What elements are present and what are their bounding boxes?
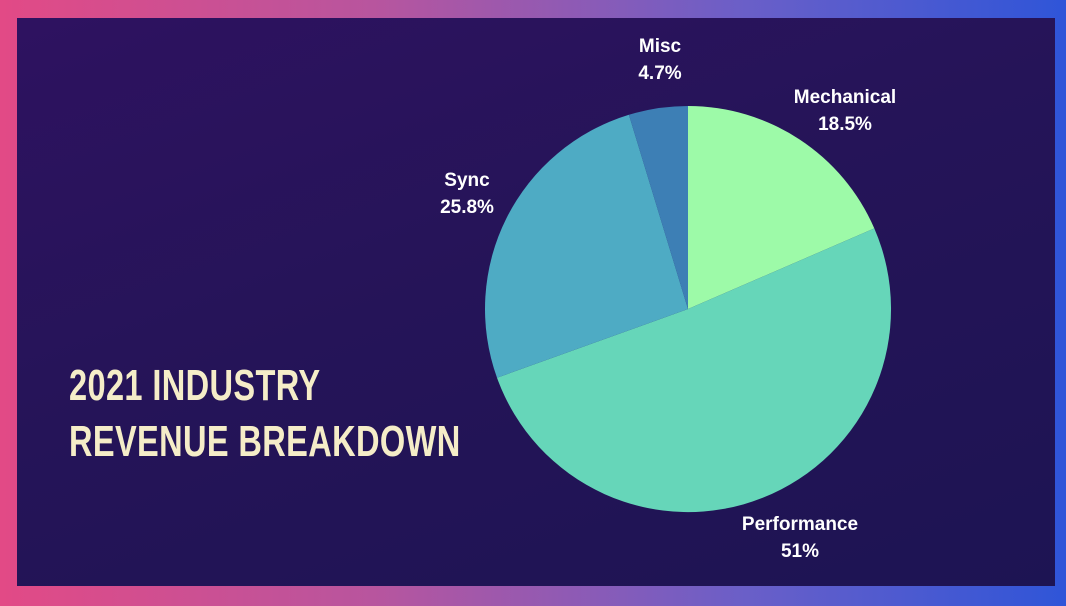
pie-chart: Mechanical 18.5% Performance 51% Sync 25.8% Mi… (440, 36, 896, 562)
slice-label-misc: Misc (639, 36, 682, 57)
slice-value-performance: 51% (781, 541, 819, 562)
slide-panel: 2021 INDUSTRY REVENUE BREAKDOWN Mechanic… (17, 18, 1055, 586)
chart-title: 2021 INDUSTRY REVENUE BREAKDOWN (69, 358, 461, 470)
title-line-1: 2021 INDUSTRY (69, 361, 321, 410)
slice-label-mechanical: Mechanical (794, 87, 896, 108)
slice-value-sync: 25.8% (440, 197, 494, 218)
slice-label-sync: Sync (444, 170, 490, 191)
title-line-2: REVENUE BREAKDOWN (69, 417, 461, 466)
pie-slice-performance (497, 228, 892, 513)
pie-slice-misc (628, 106, 688, 309)
slice-value-mechanical: 18.5% (818, 114, 872, 135)
pie-labels: Mechanical 18.5% Performance 51% Sync 25.8% Mi… (440, 36, 896, 562)
pie-slice-mechanical (688, 106, 875, 309)
pie-slices (485, 106, 892, 513)
pie-slice-sync (485, 114, 688, 378)
slice-label-performance: Performance (742, 514, 858, 535)
slice-value-misc: 4.7% (638, 63, 681, 84)
